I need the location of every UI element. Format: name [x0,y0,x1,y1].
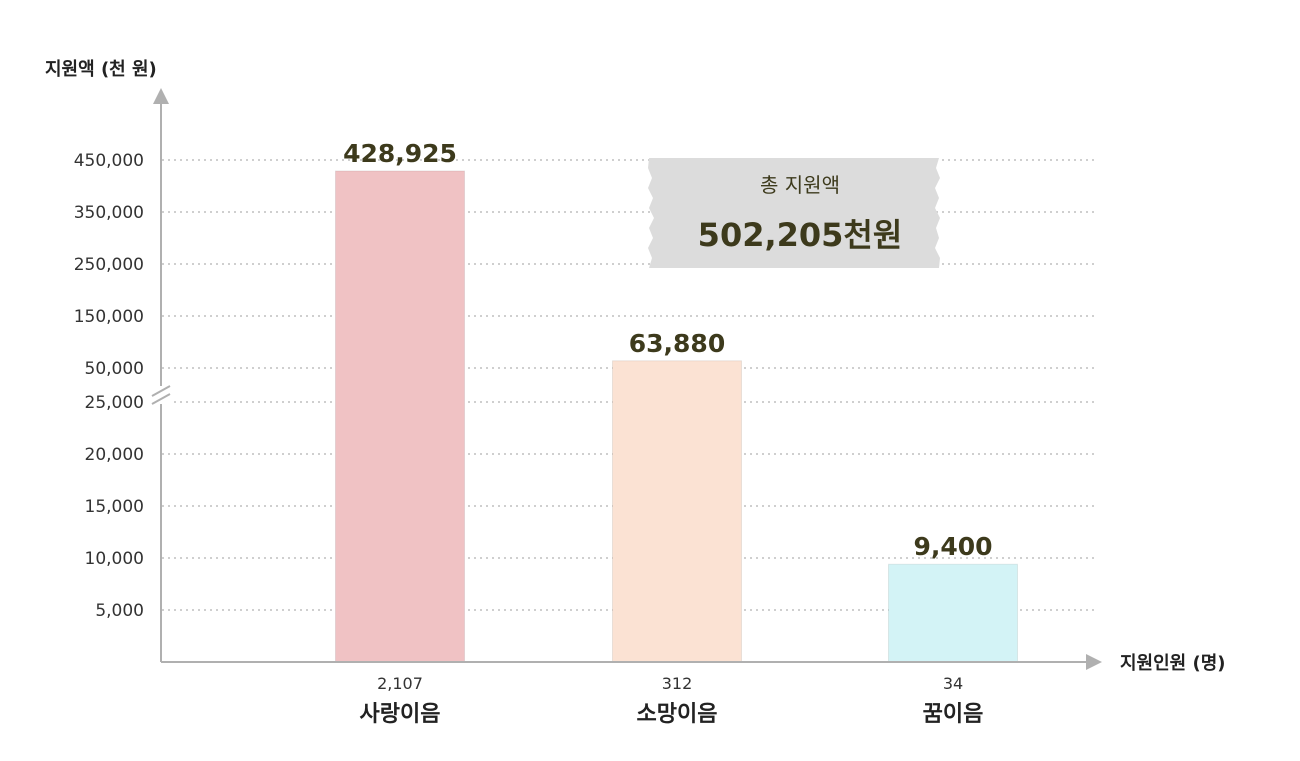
bars: 428,925 2,107 사랑이음 63,880 312 소망이음 9,400 34 꿈이음 [335,139,1018,727]
y-tick-5000: 5,000 [95,601,144,621]
banner-background [648,158,940,268]
y-tick-50000: 50,000 [85,359,144,379]
y-axis-arrow [153,88,169,104]
axis-break-gap [150,386,172,404]
total-value: 502,205천원 [698,216,903,254]
y-axis-title: 지원액 (천 원) [45,59,157,80]
x-tick-category-3: 꿈이음 [923,702,984,727]
gridline-250000 [161,263,1095,265]
y-tick-350000: 350,000 [74,203,144,223]
axis-break-mark [151,393,171,405]
x-tick-category-1: 사랑이음 [360,702,441,727]
gridline-450000 [161,159,1095,161]
x-tick-count-2: 312 [662,674,693,693]
x-axis-title: 지원인원 (명) [1120,653,1226,674]
bar-3 [888,563,1018,663]
y-tick-15000: 15,000 [85,497,144,517]
gridline-150000 [161,315,1095,317]
y-tick-250000: 250,000 [74,255,144,275]
bar-1 [335,170,465,663]
x-tick-category-2: 소망이음 [637,702,718,727]
bar-2 [612,360,742,663]
x-tick-count-3: 34 [943,674,963,693]
y-tick-10000: 10,000 [85,549,144,569]
y-tick-450000: 450,000 [74,151,144,171]
axis-break-mark [151,385,171,397]
axes [150,88,1102,670]
y-tick-150000: 150,000 [74,307,144,327]
gridline-350000 [161,211,1095,213]
y-tick-25000: 25,000 [85,393,144,413]
y-tick-labels: 5,000 10,000 15,000 20,000 25,000 50,000 150,0… [74,151,144,621]
total-label: 총 지원액 [760,173,840,197]
bar-value-label-2: 63,880 [629,329,725,358]
total-amount-banner: 총 지원액 502,205천원 [648,158,940,268]
x-axis-arrow [1086,654,1102,670]
bar-value-label-1: 428,925 [343,139,457,168]
y-tick-20000: 20,000 [85,445,144,465]
x-tick-count-1: 2,107 [377,674,423,693]
bar-value-label-3: 9,400 [913,532,992,561]
